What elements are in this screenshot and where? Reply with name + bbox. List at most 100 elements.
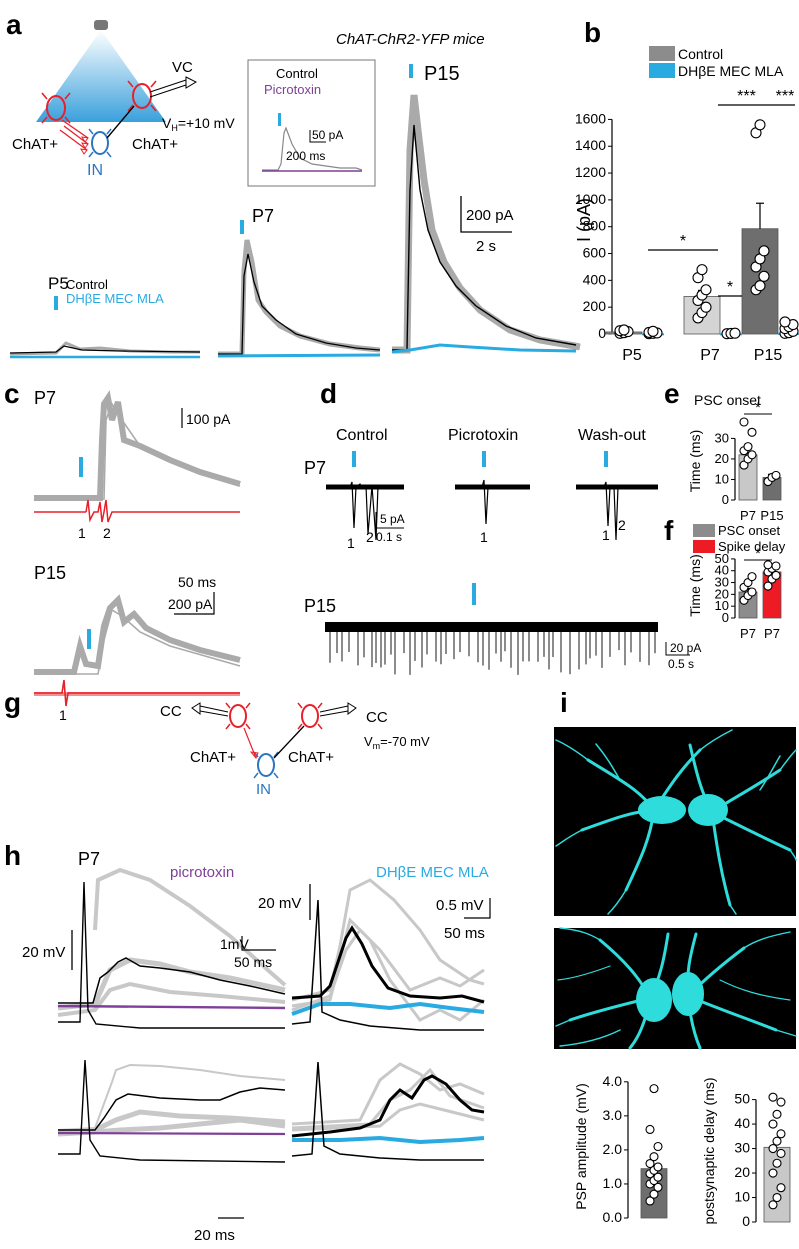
b-point-blocker [779, 316, 791, 328]
d-scale-amp-top: 5 pA [380, 512, 405, 526]
c-spike-2-top: 2 [103, 525, 111, 541]
b-ytick-label: 600 [583, 245, 607, 261]
h-drug-left: picrotoxin [170, 864, 234, 881]
panel-label-c: c [4, 378, 20, 409]
panel-d: Control Picrotoxin Wash-out P7 1 2 1 1 2… [304, 427, 701, 675]
il-point [653, 1182, 663, 1192]
il-point [645, 1196, 655, 1206]
inset-control-trace [262, 126, 363, 171]
d-peak-2c: 2 [618, 517, 626, 533]
il-point [653, 1172, 663, 1182]
g-vm-label: Vm=-70 mV [364, 734, 430, 751]
ir-ytick-label: 20 [734, 1164, 750, 1180]
panel-b-legend: Control DHβE MEC MLA [649, 46, 784, 79]
g-electrode-left-icon [199, 705, 229, 717]
d-scale-time-bottom: 0.5 s [668, 657, 694, 671]
panel-f-legend: PSC onset Spike delay [693, 523, 786, 554]
b-point-blocker [647, 325, 659, 337]
b-sig-mark: * [727, 279, 733, 296]
e-point [743, 442, 753, 452]
b-point [754, 119, 766, 131]
b-ylabel: I (pA) [574, 198, 594, 242]
f-point [763, 560, 773, 570]
f-point [763, 581, 773, 591]
ir-ytick-label: 30 [734, 1140, 750, 1156]
b-ytick-label: 1000 [575, 191, 606, 207]
h-scale-psp-right: 0.5 mV [436, 897, 484, 914]
e-point [771, 470, 781, 480]
g-chat-right-icon [301, 704, 319, 728]
e-title: PSC onset [694, 392, 761, 408]
panel-a-inset: Control Picrotoxin 50 pA 200 ms [247, 59, 376, 187]
d-condition-washout: Wash-out [578, 427, 646, 444]
b-point [754, 280, 766, 292]
b-point [700, 284, 712, 296]
ir-point [776, 1097, 786, 1107]
h-scale-time-right: 50 ms [444, 925, 485, 942]
age-p5: P5 [48, 274, 69, 293]
e-ytick-label: 10 [715, 471, 729, 486]
ir-point [768, 1144, 778, 1154]
panel-a-schematic: VC VH=+10 mV ChAT+ ChAT+ IN [12, 20, 235, 179]
ir-point [776, 1129, 786, 1139]
c-scale-amp-top: 100 pA [186, 411, 231, 427]
trace-p7: P7 [217, 206, 381, 358]
b-category-label: P15 [754, 347, 783, 364]
e-ytick-label: 20 [715, 451, 729, 466]
inset-scale-amp: 50 pA [312, 128, 343, 142]
electrode-icon [149, 79, 187, 98]
h-scale-time-bottom: 20 ms [194, 1227, 235, 1244]
f-category-label: P7 [764, 626, 780, 641]
ir-point [768, 1119, 778, 1129]
legend-control-a: Control [66, 277, 108, 292]
neuron-image-top [554, 727, 797, 916]
h-drug-right: DHβE MEC MLA [376, 864, 489, 881]
b-point [696, 264, 708, 276]
g-chat-right-label: ChAT+ [288, 749, 334, 766]
b-ytick-label: 800 [583, 218, 607, 234]
chat-right-label: ChAT+ [132, 136, 178, 153]
f-ytick-label: 0 [722, 610, 729, 625]
g-cc-right: CC [366, 709, 388, 726]
il-point [653, 1162, 663, 1172]
il-ylabel: PSP amplitude (mV) [573, 1083, 589, 1210]
d-age-top: P7 [304, 458, 326, 478]
f-point [747, 587, 757, 597]
b-bar [741, 228, 779, 335]
il-point [653, 1141, 663, 1152]
e-category-label: P15 [760, 508, 783, 523]
d-condition-control: Control [336, 427, 388, 444]
e-ytick-label: 0 [722, 492, 729, 507]
g-cc-left: CC [160, 703, 182, 720]
g-chat-left-label: ChAT+ [190, 749, 236, 766]
chart-i-right: 0 10 20 30 40 50 postsynaptic delay (ms) [701, 1077, 791, 1229]
legend-b-drug: DHβE MEC MLA [678, 63, 784, 79]
panel-label-f: f [664, 515, 674, 546]
il-point [645, 1124, 655, 1135]
il-ytick-label: 2.0 [603, 1141, 623, 1157]
e-category-label: P7 [740, 508, 756, 523]
h-scale-spike-left: 20 mV [22, 944, 65, 961]
il-ytick-label: 4.0 [603, 1073, 623, 1089]
b-ytick-label: 200 [583, 298, 607, 314]
f-ytick-label: 10 [715, 598, 729, 613]
h-age: P7 [78, 849, 100, 869]
b-point-blocker [729, 327, 741, 339]
ir-point [768, 1092, 778, 1102]
scale-amp-a: 200 pA [466, 207, 514, 224]
ir-ylabel: postsynaptic delay (ms) [701, 1077, 717, 1224]
c-spike-1-top: 1 [78, 525, 86, 541]
b-point [700, 301, 712, 313]
trace-p5: P5 Control DHβE MEC MLA [9, 274, 201, 359]
inset-scale-time: 200 ms [286, 149, 325, 163]
il-point [645, 1158, 655, 1169]
g-chat-left-icon [229, 704, 247, 728]
h-scale-spike-right: 20 mV [258, 895, 301, 912]
d-scale-time-top: 0.1 s [376, 530, 402, 544]
il-point [649, 1189, 659, 1199]
b-category-label: P7 [700, 347, 720, 364]
panel-h: P7 picrotoxin DHβE MEC MLA 20 mV 1mV 50 … [22, 849, 491, 1244]
chart-e: 0 10 20 30 Time (ms) PSC onset P7 P15 * [687, 392, 784, 523]
legend-b-control: Control [678, 46, 723, 62]
ir-point [776, 1183, 786, 1193]
